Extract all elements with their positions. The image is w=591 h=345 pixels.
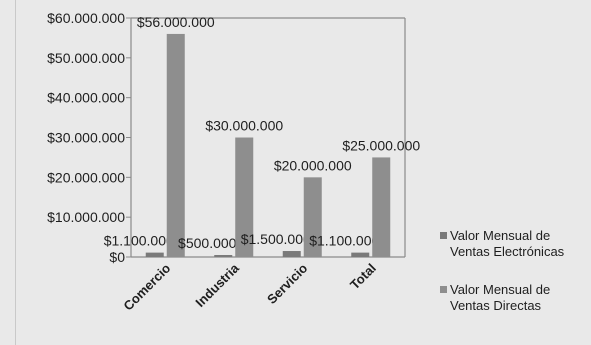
left-edge-divider (15, 0, 16, 345)
data-label: $20.000.000 (274, 157, 352, 173)
bar-direct (166, 33, 185, 257)
bar-direct (235, 137, 254, 257)
y-tick-label: $20.000.000 (47, 169, 125, 185)
bar-direct (372, 157, 391, 257)
data-label: $1.500.000 (241, 231, 311, 247)
legend-swatch-direct (440, 286, 447, 293)
y-tick-label: $50.000.000 (47, 50, 125, 66)
data-label: $56.000.000 (137, 14, 215, 30)
legend-label-direct: Valor Mensual de Ventas Directas (450, 282, 551, 313)
data-label: $1.100.000 (309, 233, 379, 249)
data-label: $1.100.000 (104, 233, 174, 249)
y-tick-label: $40.000.000 (47, 90, 125, 106)
x-tick-label: Comercio (120, 260, 173, 313)
bar-electronic (351, 252, 370, 257)
y-tick-label: $30.000.000 (47, 130, 125, 146)
bar-electronic (282, 251, 301, 257)
data-label: $25.000.000 (342, 137, 420, 153)
x-tick-label: Industria (192, 260, 242, 310)
y-tick-label: $60.000.000 (47, 10, 125, 26)
x-tick-label: Servicio (264, 260, 310, 306)
bar-electronic (145, 252, 164, 257)
y-tick-label: $0 (109, 249, 125, 265)
legend-swatch-electronic (440, 232, 447, 239)
bar-electronic (214, 255, 233, 257)
x-tick-label: Total (347, 261, 379, 293)
legend-label-electronic: Valor Mensual de Ventas Electrónicas (450, 228, 565, 259)
data-label: $500.000 (178, 235, 237, 251)
data-label: $30.000.000 (205, 118, 283, 134)
y-tick-label: $10.000.000 (47, 209, 125, 225)
bar-direct (303, 177, 322, 257)
